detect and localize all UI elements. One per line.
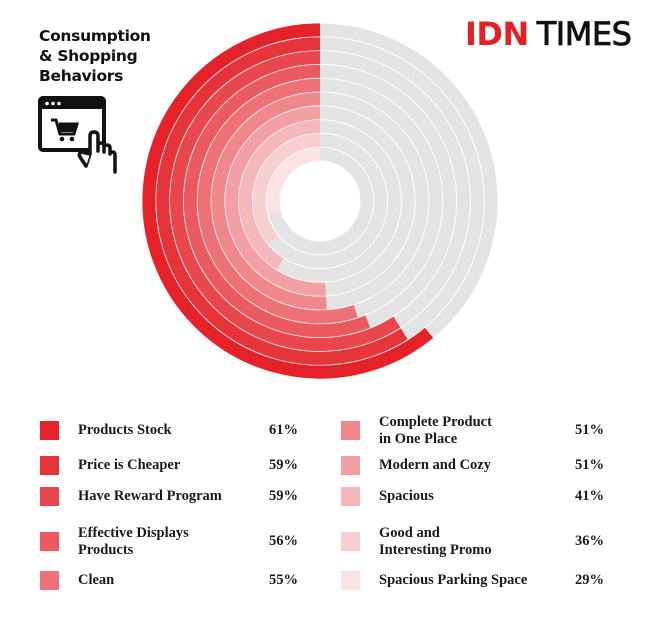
legend-label-line: Complete Product — [379, 413, 492, 430]
legend-item: Spacious Parking Space 29% — [341, 571, 604, 590]
legend-label-line: Spacious — [379, 488, 434, 504]
legend-label-line: Products Stock — [78, 422, 172, 438]
legend-label-line: in One Place — [379, 430, 458, 447]
bar-effective-displays-products — [183, 64, 371, 338]
legend-label-line: Effective Displays — [78, 524, 189, 541]
bar-price-is-cheaper — [156, 37, 408, 365]
legend-swatch — [40, 421, 59, 440]
legend-label: Have Reward Program — [78, 488, 258, 505]
legend-swatch — [341, 532, 360, 551]
legend-swatch — [40, 456, 59, 475]
radial-bar-chart — [142, 23, 498, 379]
title-line: Consumption — [39, 27, 151, 45]
legend-item: Have Reward Program 59% — [40, 487, 298, 506]
legend-item: Complete Product in One Place 51% — [341, 414, 604, 447]
legend-value: 59% — [269, 488, 298, 504]
legend-label-line: Clean — [78, 572, 115, 588]
legend-label-line: Have Reward Program — [78, 488, 222, 504]
legend-value: 41% — [575, 488, 604, 504]
shopping-cart-browser-icon — [38, 96, 117, 174]
bar-good-and-interesting-promo — [252, 133, 321, 244]
legend-value: 55% — [269, 572, 298, 588]
legend-label: Good and Interesting Promo — [379, 525, 559, 559]
legend-label: Complete Product in One Place — [379, 414, 559, 448]
bar-modern-and-cozy — [225, 106, 326, 296]
legend-swatch — [341, 571, 360, 590]
legend-swatch — [341, 421, 360, 440]
legend-label: Price is Cheaper — [78, 457, 258, 474]
legend-label-line: Interesting Promo — [379, 541, 492, 558]
legend-label-line: Good and — [379, 524, 440, 541]
legend-item: Effective Displays Products 56% — [40, 525, 298, 558]
legend-label: Clean — [78, 572, 258, 589]
legend-value: 51% — [575, 457, 604, 473]
legend-swatch — [341, 487, 360, 506]
legend-label: Effective Displays Products — [78, 525, 258, 559]
legend-swatch — [40, 571, 59, 590]
page-title: Consumption & Shopping Behaviors — [39, 26, 189, 86]
legend-value: 36% — [575, 533, 604, 549]
legend-value: 56% — [269, 533, 298, 549]
legend-value: 59% — [269, 457, 298, 473]
legend-label-line: Spacious Parking Space — [379, 572, 528, 588]
legend-label-line: Price is Cheaper — [78, 457, 181, 473]
bar-spacious — [239, 120, 321, 270]
bar-have-reward-program — [170, 51, 401, 351]
idn-times-logo: IDN TIMES — [465, 14, 632, 54]
legend-label: Products Stock — [78, 422, 258, 439]
legend-swatch — [40, 487, 59, 506]
legend-item: Products Stock 61% — [40, 421, 298, 440]
legend-value: 51% — [575, 422, 604, 438]
legend-label: Spacious — [379, 488, 559, 505]
legend-label: Spacious Parking Space — [379, 572, 559, 589]
bar-complete-product-in-one-place — [211, 92, 327, 310]
bar-spacious-parking-space — [266, 147, 321, 215]
legend-item: Spacious 41% — [341, 487, 604, 506]
legend-item: Good and Interesting Promo 36% — [341, 525, 604, 558]
legend-value: 61% — [269, 422, 298, 438]
legend-label: Modern and Cozy — [379, 457, 559, 474]
legend-item: Clean 55% — [40, 571, 298, 590]
title-line: Behaviors — [39, 67, 124, 85]
title-line: & Shopping — [39, 47, 138, 65]
logo-idn: IDN — [465, 15, 529, 53]
bar-products-stock — [142, 23, 434, 379]
legend-label-line: Products — [78, 541, 134, 558]
legend-item: Price is Cheaper 59% — [40, 456, 298, 475]
legend-item: Modern and Cozy 51% — [341, 456, 604, 475]
legend-swatch — [341, 456, 360, 475]
logo-times: TIMES — [536, 15, 632, 54]
legend-value: 29% — [575, 572, 604, 588]
legend-label-line: Modern and Cozy — [379, 457, 491, 473]
bar-clean — [197, 78, 358, 324]
pointing-hand-icon — [77, 130, 117, 174]
legend-swatch — [40, 532, 59, 551]
